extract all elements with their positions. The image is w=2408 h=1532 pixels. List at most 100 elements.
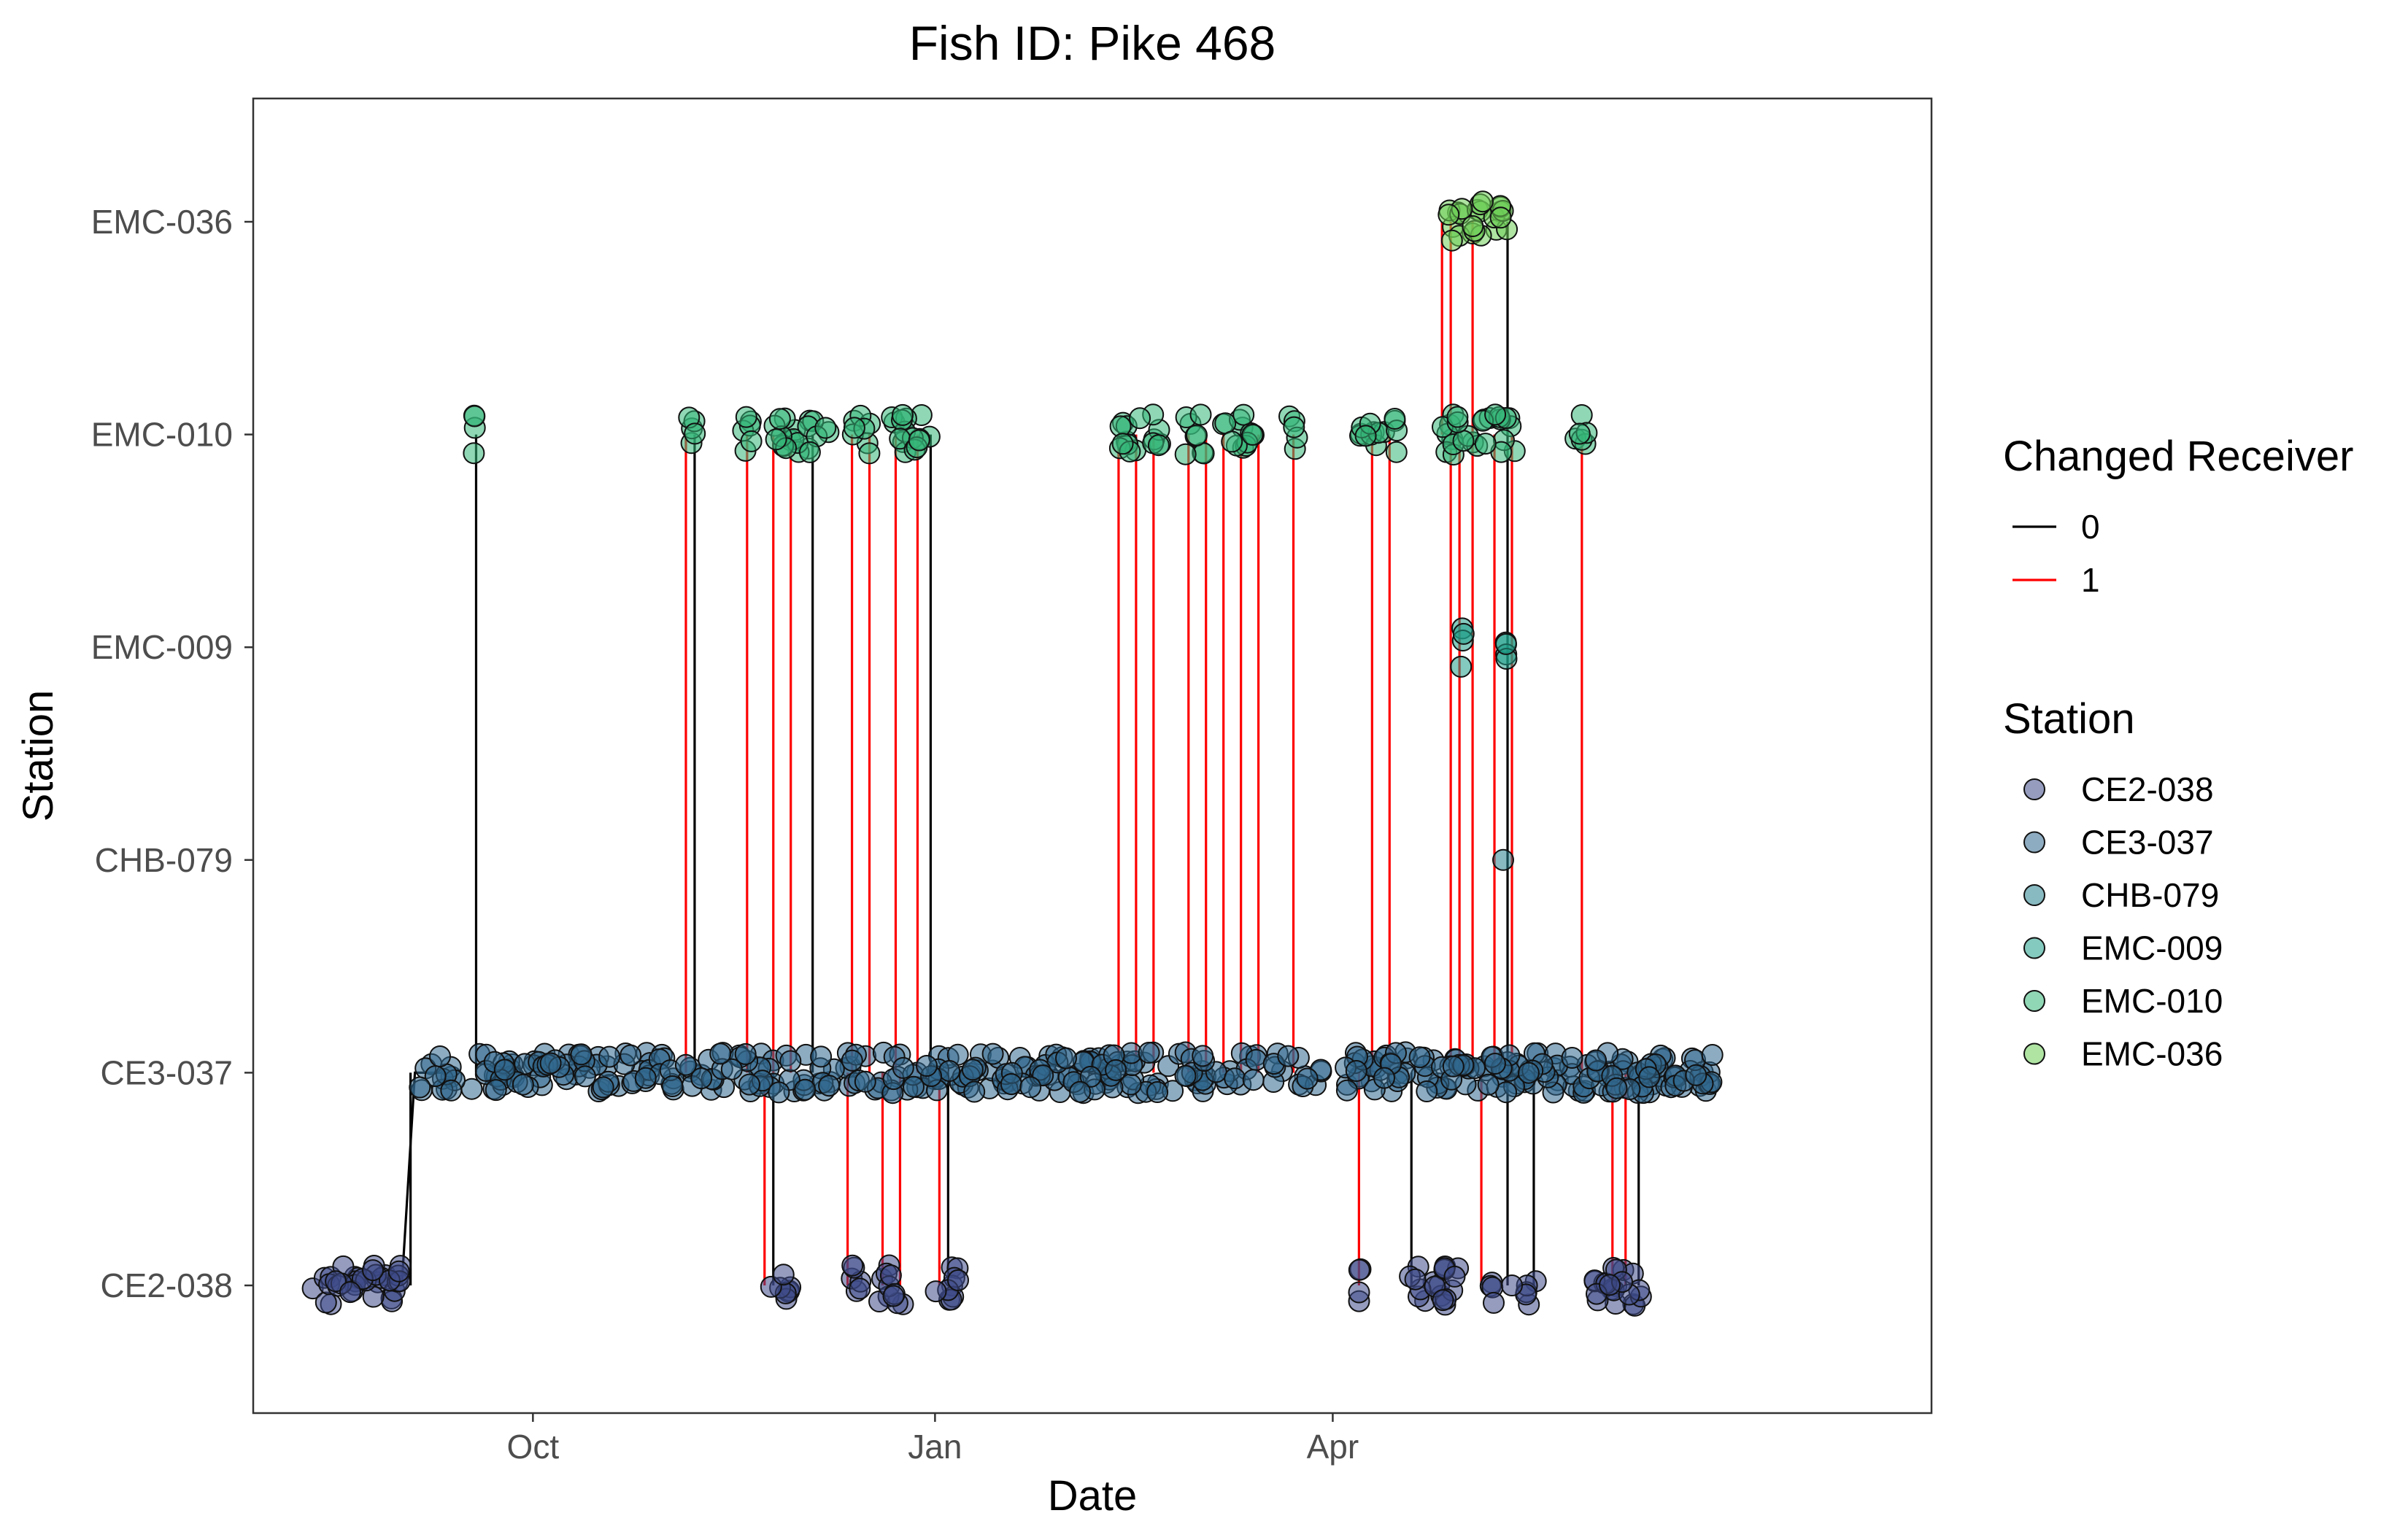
data-point xyxy=(814,417,837,439)
data-point xyxy=(854,1070,876,1093)
data-point xyxy=(1055,1047,1077,1069)
data-point xyxy=(768,408,791,430)
legend-station-label: CHB-079 xyxy=(2081,876,2219,914)
chart-title: Fish ID: Pike 468 xyxy=(909,16,1276,70)
data-point xyxy=(981,1042,1004,1065)
data-point xyxy=(1517,1061,1540,1084)
data-point xyxy=(598,1045,621,1068)
data-point xyxy=(849,1277,871,1300)
data-point xyxy=(1605,1077,1628,1099)
data-point xyxy=(493,1059,516,1081)
data-point xyxy=(1000,1073,1022,1095)
legend-changed-receiver-label: 0 xyxy=(2081,508,2100,546)
legend-station-key xyxy=(2023,778,2045,800)
data-point xyxy=(720,1058,743,1080)
detection-points xyxy=(301,190,1724,1317)
legend-changed-receiver-title: Changed Receiver xyxy=(2003,433,2353,480)
legend-station-title: Station xyxy=(2003,695,2135,743)
x-tick-label: Apr xyxy=(1307,1428,1359,1466)
data-point xyxy=(1483,1053,1506,1075)
data-point xyxy=(1472,190,1494,213)
data-point xyxy=(1335,1079,1358,1102)
data-point xyxy=(1446,406,1469,428)
data-point xyxy=(1174,443,1197,465)
data-point xyxy=(1477,1073,1500,1096)
data-point xyxy=(1495,632,1517,655)
data-point xyxy=(1442,1055,1465,1078)
data-point xyxy=(661,1075,684,1097)
data-point xyxy=(961,1059,984,1081)
data-point xyxy=(843,417,865,439)
data-point xyxy=(1452,430,1475,452)
data-point xyxy=(1079,1065,1102,1088)
data-point xyxy=(1408,1046,1431,1069)
data-point xyxy=(1138,1042,1160,1064)
y-tick-label: EMC-009 xyxy=(91,628,233,666)
data-point xyxy=(574,1065,596,1088)
data-point xyxy=(1484,403,1507,426)
x-axis-title: Date xyxy=(1048,1472,1138,1520)
data-point xyxy=(1489,206,1512,229)
data-point xyxy=(1105,1059,1127,1081)
data-point xyxy=(592,1076,614,1099)
data-point xyxy=(362,1259,384,1282)
data-point xyxy=(1373,1067,1395,1089)
data-point xyxy=(908,429,930,452)
data-point xyxy=(1283,416,1305,438)
data-point xyxy=(485,1079,507,1102)
data-point xyxy=(1568,422,1591,445)
y-axis-title: Station xyxy=(15,690,62,822)
data-point xyxy=(387,1260,410,1283)
data-point xyxy=(463,405,486,428)
legend-station: Station CE2-038 CE3-037 CHB-079 EMC-009 EMC-… xyxy=(2003,695,2223,1073)
data-point xyxy=(1404,1268,1427,1291)
legend-changed-receiver: Changed Receiver 0 1 xyxy=(2003,433,2353,599)
data-point xyxy=(339,1281,361,1304)
data-point xyxy=(963,1080,986,1103)
data-point xyxy=(1245,1048,1267,1071)
data-point xyxy=(463,442,485,465)
data-point xyxy=(674,1053,697,1076)
y-tick-label: CE3-037 xyxy=(100,1053,233,1091)
data-point xyxy=(1492,848,1514,871)
y-tick-label: EMC-010 xyxy=(91,416,233,454)
data-point xyxy=(1438,204,1460,226)
legend-station-label: CE2-038 xyxy=(2081,770,2214,808)
data-point xyxy=(1384,408,1406,430)
data-point xyxy=(1452,622,1475,645)
y-tick-label: CHB-079 xyxy=(95,841,233,879)
data-point xyxy=(858,442,881,465)
data-point xyxy=(409,1076,431,1099)
data-point xyxy=(1443,1265,1466,1288)
data-point xyxy=(1474,433,1497,455)
data-point xyxy=(1354,425,1377,447)
data-point xyxy=(1242,1069,1265,1091)
y-tick-label: CE2-038 xyxy=(100,1266,233,1304)
data-point xyxy=(1232,403,1255,426)
data-point xyxy=(1147,434,1170,457)
data-point xyxy=(1685,1064,1707,1086)
legend-station-key xyxy=(2023,831,2045,854)
legend-station-key xyxy=(2023,990,2045,1012)
data-point xyxy=(1192,442,1215,465)
data-point xyxy=(1483,1291,1505,1314)
data-point xyxy=(738,1073,760,1096)
data-point xyxy=(429,1045,451,1067)
data-point xyxy=(1432,1289,1454,1312)
data-point xyxy=(818,1075,841,1097)
data-point xyxy=(1450,655,1473,678)
plot-area xyxy=(301,190,1724,1317)
data-point xyxy=(772,1264,795,1286)
data-point xyxy=(1192,1045,1214,1067)
data-point xyxy=(794,1078,817,1101)
data-point xyxy=(841,1049,863,1072)
data-point xyxy=(1416,1080,1438,1102)
data-point xyxy=(903,1075,925,1098)
data-point xyxy=(879,1264,902,1287)
transition-lines xyxy=(401,222,1640,1286)
legend-station-key xyxy=(2023,937,2045,959)
data-point xyxy=(1214,412,1237,435)
data-point xyxy=(740,430,763,452)
data-point xyxy=(892,403,914,426)
